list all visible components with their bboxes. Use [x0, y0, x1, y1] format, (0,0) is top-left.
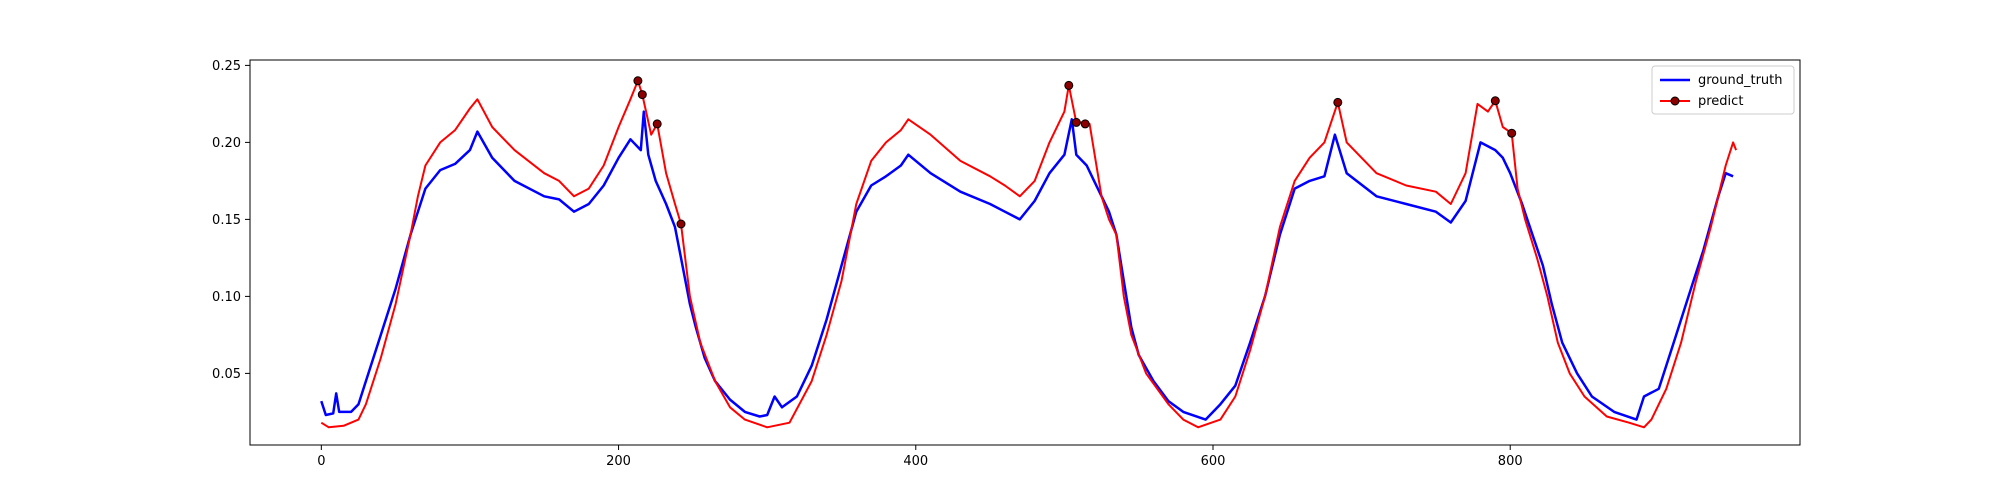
legend-marker-predict: [1670, 96, 1680, 106]
y-axis: 0.05 0.10 0.15 0.20 0.25: [212, 59, 250, 382]
series-marker-predict: [1507, 128, 1517, 138]
y-tick-label: 0.20: [212, 136, 241, 151]
y-tick-label: 0.05: [212, 367, 241, 382]
series-marker-predict: [637, 90, 647, 100]
x-tick-label: 400: [903, 454, 928, 469]
series-marker-predict: [652, 119, 662, 129]
series-marker-predict: [1064, 80, 1074, 90]
x-tick-label: 200: [606, 454, 631, 469]
y-tick-label: 0.25: [212, 59, 241, 74]
series-marker-predict: [1080, 119, 1090, 129]
x-tick-label: 600: [1201, 454, 1226, 469]
series-marker-predict: [1490, 96, 1500, 106]
series-marker-predict: [1333, 97, 1343, 107]
x-tick-label: 0: [317, 454, 325, 469]
plot-markers: [633, 76, 1517, 229]
plot-frame: [249, 59, 1801, 446]
y-tick-label: 0.10: [212, 290, 241, 305]
series-marker-predict: [1071, 117, 1081, 127]
series-line-predict: [320, 79, 1738, 429]
legend-label-ground-truth: ground_truth: [1698, 73, 1783, 88]
series-marker-predict: [676, 219, 686, 229]
x-axis: 0 200 400 600 800: [317, 445, 1523, 469]
legend-label-predict: predict: [1698, 94, 1743, 109]
series-marker-predict: [633, 76, 643, 86]
y-tick-label: 0.15: [212, 213, 241, 228]
series-line-ground-truth: [320, 110, 1734, 421]
plot-lines: [320, 79, 1738, 429]
legend: ground_truth predict: [1651, 65, 1795, 115]
x-tick-label: 800: [1498, 454, 1523, 469]
